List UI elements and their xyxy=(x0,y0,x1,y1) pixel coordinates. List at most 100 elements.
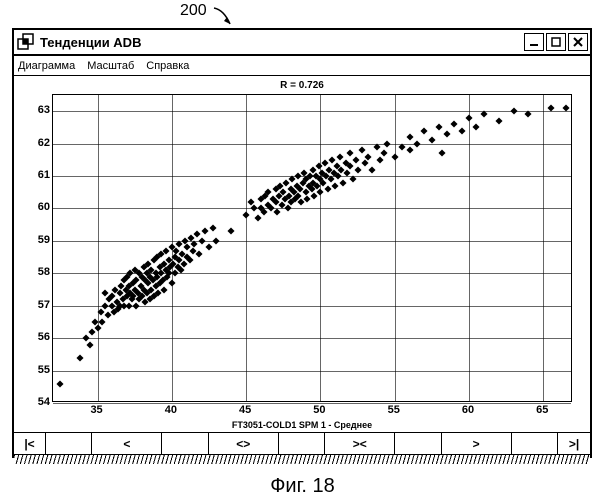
data-point xyxy=(358,147,365,154)
gridline-h xyxy=(53,144,571,145)
nav-spacer-4[interactable] xyxy=(395,433,441,454)
data-point xyxy=(201,228,208,235)
data-point xyxy=(324,185,331,192)
data-point xyxy=(451,121,458,128)
y-tick-label: 54 xyxy=(30,396,50,408)
y-tick-label: 62 xyxy=(30,137,50,149)
gridline-v xyxy=(395,95,396,401)
data-point xyxy=(495,117,502,124)
data-point xyxy=(347,163,354,170)
y-tick-label: 59 xyxy=(30,234,50,246)
menu-scale[interactable]: Масштаб xyxy=(87,60,134,72)
nav-spacer-2[interactable] xyxy=(162,433,208,454)
x-axis-label: FT3051-COLD1 SPM 1 - Среднее xyxy=(232,420,372,430)
data-point xyxy=(254,215,261,222)
x-tick-label: 65 xyxy=(536,404,548,416)
chart-title: R = 0.726 xyxy=(280,80,324,91)
chart-area: R = 0.726 FT3051-COLD1 SPM 1 - Среднее 5… xyxy=(14,76,590,432)
data-point xyxy=(473,124,480,131)
gridline-v xyxy=(98,95,99,401)
gridline-h xyxy=(53,371,571,372)
minimize-button[interactable] xyxy=(524,33,544,51)
data-point xyxy=(82,335,89,342)
menubar: Диаграмма Масштаб Справка xyxy=(14,56,590,76)
x-tick-label: 55 xyxy=(388,404,400,416)
nav-expand-button[interactable]: <> xyxy=(209,433,279,454)
data-point xyxy=(205,244,212,251)
window-title: Тенденции ADB xyxy=(40,35,524,50)
data-point xyxy=(168,279,175,286)
maximize-button[interactable] xyxy=(546,33,566,51)
nav-spacer-5[interactable] xyxy=(512,433,558,454)
data-point xyxy=(250,205,257,212)
data-point xyxy=(329,156,336,163)
data-point xyxy=(391,153,398,160)
app-window: Тенденции ADB Диаграмма Масштаб Справка … xyxy=(12,28,592,458)
gridline-h xyxy=(53,338,571,339)
nav-prev-button[interactable]: < xyxy=(92,433,162,454)
data-point xyxy=(198,237,205,244)
nav-next-button[interactable]: > xyxy=(442,433,512,454)
data-point xyxy=(302,189,309,196)
y-tick-label: 60 xyxy=(30,201,50,213)
data-point xyxy=(406,134,413,141)
nav-last-button[interactable]: >| xyxy=(558,433,590,454)
data-point xyxy=(213,237,220,244)
data-point xyxy=(317,189,324,196)
gridline-h xyxy=(53,111,571,112)
app-icon xyxy=(16,32,36,52)
data-point xyxy=(376,156,383,163)
menu-help[interactable]: Справка xyxy=(146,60,189,72)
data-point xyxy=(443,130,450,137)
data-point xyxy=(413,140,420,147)
gridline-v xyxy=(320,95,321,401)
y-tick-label: 58 xyxy=(30,266,50,278)
data-point xyxy=(347,150,354,157)
gridline-v xyxy=(469,95,470,401)
x-tick-label: 50 xyxy=(313,404,325,416)
data-point xyxy=(194,231,201,238)
data-point xyxy=(332,182,339,189)
data-point xyxy=(510,108,517,115)
y-tick-label: 63 xyxy=(30,104,50,116)
nav-spacer-1[interactable] xyxy=(46,433,92,454)
gridline-h xyxy=(53,403,571,404)
data-point xyxy=(88,328,95,335)
gridline-v xyxy=(543,95,544,401)
data-point xyxy=(210,224,217,231)
data-point xyxy=(133,302,140,309)
data-point xyxy=(439,150,446,157)
data-point xyxy=(384,140,391,147)
data-point xyxy=(320,179,327,186)
data-point xyxy=(406,147,413,154)
data-point xyxy=(228,228,235,235)
data-point xyxy=(336,153,343,160)
figure-caption: Фиг. 18 xyxy=(270,475,335,498)
y-tick-label: 57 xyxy=(30,299,50,311)
data-point xyxy=(381,150,388,157)
data-point xyxy=(98,318,105,325)
window-controls xyxy=(524,33,588,51)
nav-collapse-button[interactable]: >< xyxy=(325,433,395,454)
data-point xyxy=(465,114,472,121)
x-tick-label: 35 xyxy=(90,404,102,416)
close-button[interactable] xyxy=(568,33,588,51)
resize-grip[interactable] xyxy=(14,454,590,464)
data-point xyxy=(76,354,83,361)
gridline-h xyxy=(53,208,571,209)
menu-diagram[interactable]: Диаграмма xyxy=(18,60,75,72)
data-point xyxy=(354,166,361,173)
gridline-v xyxy=(246,95,247,401)
y-tick-label: 56 xyxy=(30,331,50,343)
data-point xyxy=(284,205,291,212)
nav-spacer-3[interactable] xyxy=(279,433,325,454)
data-point xyxy=(421,127,428,134)
gridline-h xyxy=(53,241,571,242)
nav-bar: |< < <> >< > >| xyxy=(14,432,590,454)
data-point xyxy=(161,286,168,293)
nav-first-button[interactable]: |< xyxy=(14,433,46,454)
data-point xyxy=(339,179,346,186)
data-point xyxy=(480,111,487,118)
y-tick-label: 61 xyxy=(30,169,50,181)
y-tick-label: 55 xyxy=(30,364,50,376)
